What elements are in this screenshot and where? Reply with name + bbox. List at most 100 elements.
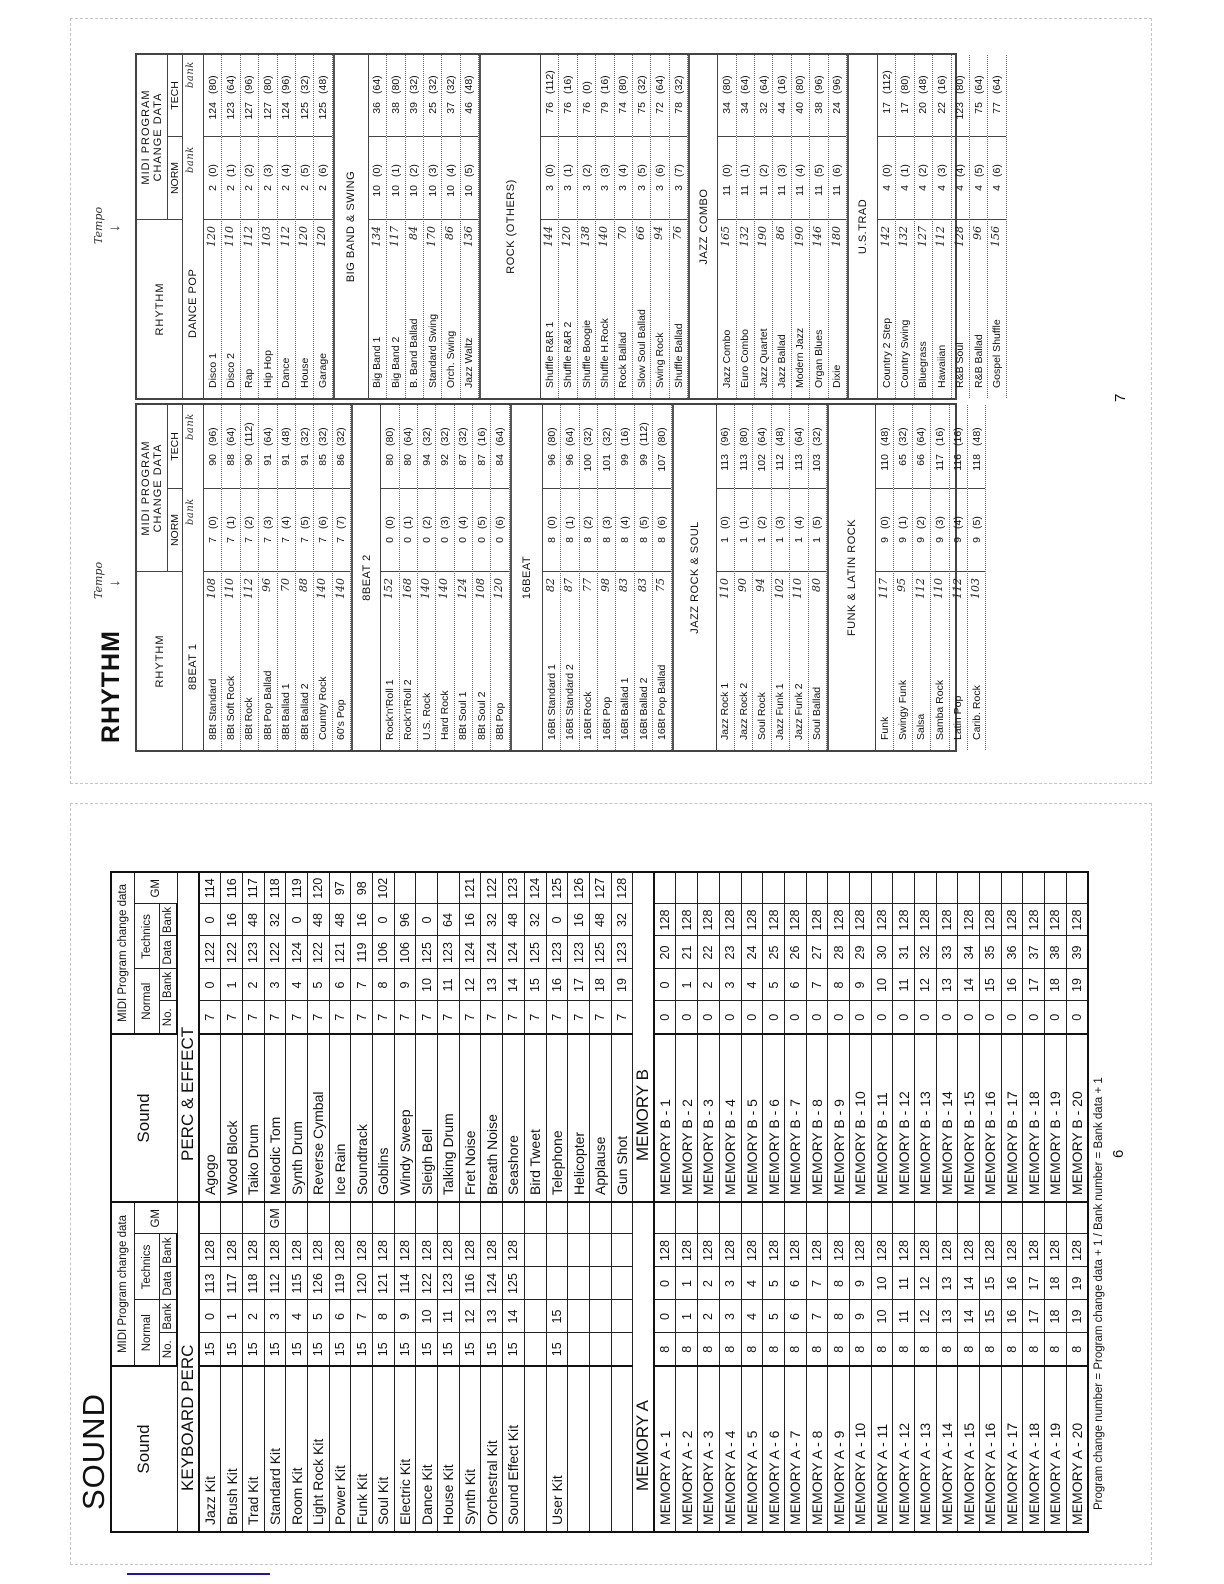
normal-no-cell: 8 [827,1333,850,1366]
tech-cell: 92 (32) [436,405,453,488]
bank-header: Bank [159,1234,177,1267]
normal-no-cell [567,1333,590,1366]
rhythm-name: R&B Soul [954,342,967,388]
norm-cell: 9 (3) [931,488,949,571]
tempo-handwritten-note: Tempo [92,206,105,244]
norm-bank: (4) [954,164,967,177]
normal-no-cell: 8 [957,1333,980,1366]
normal-no-cell: 0 [784,1001,807,1034]
rhythm-row: Swingy Funk 95 9 (1) 65 (32) [894,405,913,750]
norm-bank: (5) [635,164,648,177]
tech-bank: (64) [792,427,805,446]
norm-program: 10 [444,185,457,197]
tech-cell: 112 (48) [772,405,789,488]
technics-data-cell: 117 [220,1267,243,1300]
tech-program: 76 [562,102,575,114]
bank-header: Bank [159,904,177,936]
sound-name-cell: MEMORY A - 11 [871,1366,893,1532]
tech-cell: 80 (64) [400,405,417,488]
rhythm-row: Modern Jazz 190 11 (4) 40 (80) [791,55,811,398]
technics-data-cell: 122 [415,1267,438,1300]
technics-data-cell: 18 [1044,1267,1067,1300]
technics-bank-cell: 128 [849,904,872,936]
tech-bank: (48) [970,427,983,446]
rhythm-name: Rock Ballad [617,331,630,388]
sound-name-cell: MEMORY A - 15 [957,1366,980,1532]
gm-cell [719,1202,741,1234]
tech-bank: (80) [261,75,274,94]
gm-cell [936,1202,958,1234]
technics-bank-cell: 128 [1044,1234,1067,1267]
norm-program: 3 [598,185,611,191]
rhythm-name: Shuffle R&R 2 [562,321,575,388]
rhythm-name-cell: 8Bt Pop 120 [491,571,509,750]
rhythm-row: 8Bt Soul 2 108 0 (5) 87 (16) [473,405,492,750]
tempo-handwritten: 110 [223,578,237,599]
sound-name-cell [567,1366,590,1532]
table-row: MEMORY A - 8 8 7 7 128 MEMORY B - 8 0 7 27 128 [806,872,828,1532]
norm-program: 2 [298,185,311,191]
technics-bank-cell: 128 [394,1234,416,1267]
tech-program: 25 [426,102,439,114]
section-header-row: KEYBOARD PERC PERC & EFFECT [177,872,199,1532]
tech-cell: 102 (64) [753,405,770,488]
norm-tech-header: NORM TECH [167,405,182,571]
technics-bank-cell: 128 [350,1234,373,1267]
norm-cell: 10 (1) [387,136,405,219]
tech-program: 117 [933,454,946,471]
tech-cell: 124 (96) [278,55,295,136]
gm-cell [762,1202,785,1234]
rhythm-name: Funk [878,716,891,740]
rhythm-name-cell: Rap 112 [240,219,259,398]
normal-no-cell: 7 [502,1001,525,1034]
technics-data-cell: 31 [892,936,915,969]
tech-program: 39 [408,102,421,114]
technics-data-cell: 24 [741,936,763,969]
tempo-handwritten: 94 [652,226,666,240]
tempo-handwritten: 190 [792,226,806,247]
tech-bank: (80) [720,75,733,94]
rhythm-row: U.S. Rock 140 0 (2) 94 (32) [417,405,437,750]
technics-bank-cell: 128 [892,904,915,936]
norm-cell: 2 (4) [277,136,295,219]
tech-cell: 96 (80) [543,405,560,488]
technics-bank-cell [589,1234,612,1267]
norm-program: 3 [635,185,648,191]
tech-program: 24 [831,102,844,114]
midi-program-header: MIDI PROGRAM CHANGE DATA NORM TECH [137,405,182,571]
technics-data-cell: 112 [264,1267,286,1300]
sound-table: Sound MIDI Program change data Sound MID… [110,871,1089,1533]
sound-name-cell: MEMORY A - 10 [849,1366,872,1532]
sound-name-cell: Jazz Kit [199,1366,221,1532]
tempo-handwritten: 124 [455,578,469,599]
rhythm-name: 8Bt Soft Rock [225,675,238,740]
midi-column-header: MIDI Program change data [111,1202,134,1366]
rhythm-name-cell: Big Band 2 117 [387,219,405,398]
section-title: DANCE POP bank bank [183,55,204,398]
rhythm-row: Dixie 180 11 (6) 24 (96) [828,55,847,398]
sound-name-cell: Light Rock Kit [307,1366,330,1532]
gm-cell [1022,872,1045,904]
rhythm-row: Bluegrass 127 4 (2) 20 (48) [914,55,934,398]
tempo-handwritten: 94 [754,578,768,592]
norm-bank: (5) [475,516,488,529]
technics-bank-cell: 128 [914,904,937,936]
norm-tech-header: NORM TECH [167,55,182,219]
technics-data-cell: 30 [871,936,893,969]
normal-bank-cell: 14 [502,969,525,1001]
technics-data-cell: 124 [459,936,481,969]
rhythm-name-cell: 16Bt Standard 2 87 [561,571,579,750]
sound-name-cell: MEMORY B - 12 [892,1034,915,1202]
tech-bank: (112) [880,70,893,94]
normal-no-cell: 8 [654,1333,676,1366]
technics-bank-cell: 128 [741,1234,763,1267]
normal-bank-cell: 2 [242,969,265,1001]
norm-cell: 4 (1) [896,136,914,219]
norm-bank: (2) [243,164,256,177]
rhythm-table-header: RHYTHM MIDI PROGRAM CHANGE DATA NORM TECH [137,405,183,750]
norm-bank: (0) [880,164,893,177]
norm-cell: 0 (4) [454,488,473,571]
sound-name-cell: MEMORY B - 9 [827,1034,850,1202]
rhythm-name: Shuffle H.Rock [598,318,611,388]
gm-cell [502,1202,525,1234]
